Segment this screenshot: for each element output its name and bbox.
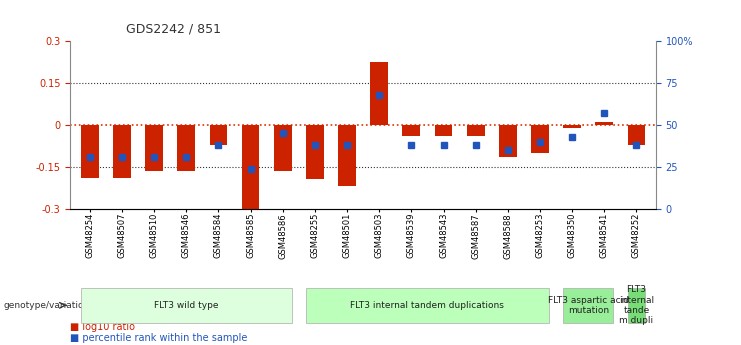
- Bar: [113, 125, 130, 178]
- Bar: [81, 125, 99, 178]
- Text: FLT3 internal tandem duplications: FLT3 internal tandem duplications: [350, 301, 505, 310]
- Bar: [531, 125, 549, 153]
- Bar: [402, 125, 420, 136]
- Text: ■ log10 ratio: ■ log10 ratio: [70, 322, 136, 332]
- Text: FLT3 aspartic acid
mutation: FLT3 aspartic acid mutation: [548, 296, 629, 315]
- Bar: [563, 125, 581, 128]
- Bar: [499, 125, 516, 157]
- Bar: [370, 62, 388, 125]
- Bar: [210, 125, 227, 145]
- Text: FLT3 wild type: FLT3 wild type: [154, 301, 219, 310]
- Bar: [306, 125, 324, 179]
- Bar: [596, 122, 613, 125]
- Bar: [145, 125, 163, 171]
- Text: FLT3
internal
tande
m dupli: FLT3 internal tande m dupli: [619, 285, 654, 325]
- Bar: [242, 125, 259, 209]
- Bar: [274, 125, 291, 171]
- Bar: [467, 125, 485, 136]
- Text: ■ percentile rank within the sample: ■ percentile rank within the sample: [70, 333, 247, 343]
- Bar: [435, 125, 452, 136]
- Bar: [628, 125, 645, 145]
- Bar: [338, 125, 356, 186]
- Bar: [177, 125, 195, 171]
- Text: genotype/variation: genotype/variation: [4, 301, 90, 310]
- Text: GDS2242 / 851: GDS2242 / 851: [126, 22, 221, 36]
